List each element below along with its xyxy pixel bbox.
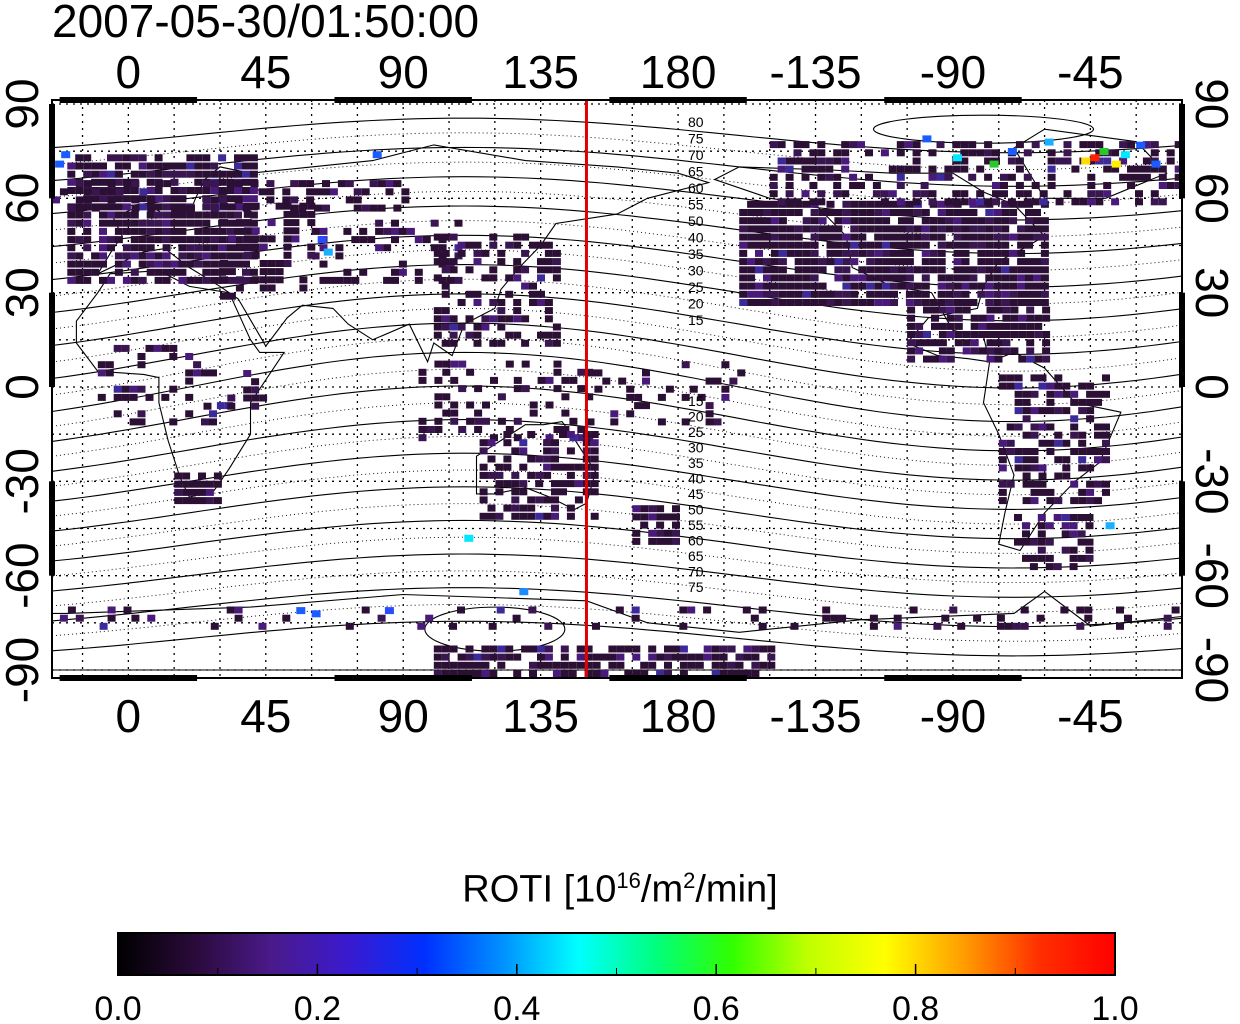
left-lat-tick-label: 90 — [0, 78, 48, 129]
left-lat-tick-label: -60 — [0, 542, 48, 608]
contour-label-south: 55 — [688, 517, 704, 533]
top-lon-tick-label: 135 — [502, 46, 579, 98]
roti-data-cells — [52, 135, 1182, 677]
top-longitude-ticks: 0 45 90 135 180 -135 -90 -45 — [116, 46, 1124, 98]
top-lon-tick-label: 90 — [378, 46, 429, 98]
contour-label-south: 25 — [688, 424, 704, 440]
bottom-lon-tick-label: 135 — [502, 690, 579, 742]
contour-label-north: 30 — [688, 263, 704, 279]
contour-label-north: 20 — [688, 296, 704, 312]
left-lat-tick-label: 0 — [0, 374, 48, 400]
colorbar-tick-label: 1.0 — [1091, 990, 1138, 1024]
bottom-lon-tick-label: 90 — [378, 690, 429, 742]
right-lat-tick-label: 0 — [1186, 374, 1238, 400]
right-latitude-ticks: 90 60 30 0 -30 -60 -90 — [1186, 78, 1238, 703]
left-lat-tick-label: 60 — [0, 173, 48, 224]
right-lat-tick-label: 60 — [1186, 173, 1238, 224]
contour-label-south: 75 — [688, 579, 704, 595]
contour-label-south: 40 — [688, 471, 704, 487]
contour-label-north: 25 — [688, 279, 704, 295]
bottom-lon-tick-label: -90 — [920, 690, 986, 742]
top-lon-tick-label: -45 — [1057, 46, 1123, 98]
contour-label-north: 75 — [688, 131, 704, 147]
right-lat-tick-label: -60 — [1186, 542, 1238, 608]
colorbar-label-prefix: ROTI [10 — [462, 868, 617, 911]
colorbar-tick-label: 0.8 — [892, 990, 939, 1024]
right-lat-tick-label: 30 — [1186, 267, 1238, 318]
contour-label-south: 70 — [688, 564, 704, 580]
right-lat-tick-label: -90 — [1186, 637, 1238, 703]
colorbar-label-exp2: 2 — [683, 868, 696, 893]
left-lat-tick-label: -30 — [0, 448, 48, 514]
colorbar-tick-label: 0.6 — [693, 990, 740, 1024]
contour-label-north: 65 — [688, 164, 704, 180]
top-lon-tick-label: -90 — [920, 46, 986, 98]
right-lat-tick-label: 90 — [1186, 78, 1238, 129]
right-lat-tick-label: -30 — [1186, 448, 1238, 514]
contour-label-south: 65 — [688, 548, 704, 564]
top-lon-tick-label: -135 — [769, 46, 861, 98]
bottom-lon-tick-label: 45 — [240, 690, 291, 742]
contour-label-south: 15 — [688, 393, 704, 409]
map-timestamp-title: 2007-05-30/01:50:00 — [52, 0, 480, 47]
plot-area: 8075706560555040353025201515202530354045… — [52, 100, 1182, 678]
contour-label-north: 40 — [688, 230, 704, 246]
colorbar-tick-label: 0.0 — [94, 990, 141, 1024]
colorbar-label-suffix: /min] — [695, 868, 778, 911]
bottom-longitude-ticks: 0 45 90 135 180 -135 -90 -45 — [116, 690, 1124, 742]
contour-label-south: 50 — [688, 502, 704, 518]
colorbar-tick-label: 0.4 — [493, 990, 540, 1024]
top-lon-tick-label: 45 — [240, 46, 291, 98]
contour-labels: 8075706560555040353025201515202530354045… — [688, 114, 704, 595]
contour-label-north: 55 — [688, 197, 704, 213]
contour-label-south: 60 — [688, 533, 704, 549]
contour-label-south: 20 — [688, 409, 704, 425]
top-lon-tick-label: 180 — [640, 46, 717, 98]
contour-label-south: 35 — [688, 455, 704, 471]
colorbar-title: ROTI [1016/m2/min] — [0, 868, 1240, 912]
colorbar-label-exp1: 16 — [616, 868, 641, 893]
left-latitude-ticks: 90 60 30 0 -30 -60 -90 — [0, 78, 48, 703]
top-lon-tick-label: 0 — [116, 46, 142, 98]
bottom-lon-tick-label: 180 — [640, 690, 717, 742]
bottom-lon-tick-label: -45 — [1057, 690, 1123, 742]
bottom-lon-tick-label: -135 — [769, 690, 861, 742]
contour-label-north: 70 — [688, 147, 704, 163]
axis-frame-bars — [49, 97, 1185, 681]
colorbar-ticks: 0.0 0.2 0.4 0.6 0.8 1.0 — [94, 964, 1139, 1024]
contour-label-north: 60 — [688, 180, 704, 196]
contour-label-north: 50 — [688, 213, 704, 229]
colorbar-tick-label: 0.2 — [294, 990, 341, 1024]
contour-label-south: 45 — [688, 486, 704, 502]
contour-label-north: 35 — [688, 246, 704, 262]
bottom-lon-tick-label: 0 — [116, 690, 142, 742]
contour-label-south: 30 — [688, 440, 704, 456]
left-lat-tick-label: 30 — [0, 267, 48, 318]
colorbar-label-mid: /m — [640, 868, 684, 911]
left-lat-tick-label: -90 — [0, 637, 48, 703]
contour-label-north: 15 — [688, 312, 704, 328]
contour-label-north: 80 — [688, 114, 704, 130]
